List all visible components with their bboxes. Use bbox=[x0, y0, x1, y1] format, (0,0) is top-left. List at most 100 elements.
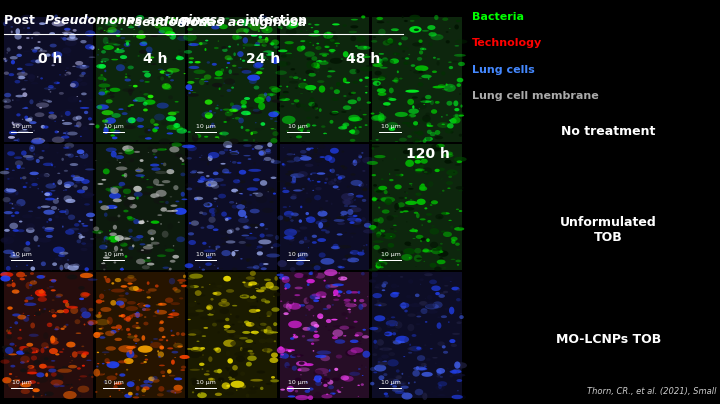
Ellipse shape bbox=[14, 211, 19, 214]
Ellipse shape bbox=[253, 32, 259, 38]
Ellipse shape bbox=[199, 267, 200, 268]
Ellipse shape bbox=[63, 254, 66, 256]
Ellipse shape bbox=[202, 119, 203, 120]
Ellipse shape bbox=[362, 375, 364, 376]
Ellipse shape bbox=[431, 225, 435, 227]
Ellipse shape bbox=[220, 184, 226, 186]
Ellipse shape bbox=[372, 158, 374, 160]
Ellipse shape bbox=[190, 171, 196, 174]
Ellipse shape bbox=[416, 347, 421, 350]
Ellipse shape bbox=[399, 197, 404, 199]
Ellipse shape bbox=[417, 199, 426, 205]
Ellipse shape bbox=[31, 37, 33, 39]
Ellipse shape bbox=[342, 166, 347, 170]
Ellipse shape bbox=[128, 89, 133, 92]
Ellipse shape bbox=[317, 181, 320, 183]
Ellipse shape bbox=[424, 137, 433, 141]
Ellipse shape bbox=[408, 114, 416, 118]
Ellipse shape bbox=[413, 121, 418, 126]
Ellipse shape bbox=[78, 85, 81, 86]
Ellipse shape bbox=[382, 160, 384, 161]
Ellipse shape bbox=[52, 137, 65, 143]
Ellipse shape bbox=[387, 318, 390, 321]
Ellipse shape bbox=[422, 118, 431, 124]
Ellipse shape bbox=[51, 164, 53, 165]
Ellipse shape bbox=[325, 283, 331, 287]
Ellipse shape bbox=[41, 289, 43, 291]
Ellipse shape bbox=[317, 148, 318, 149]
Ellipse shape bbox=[210, 124, 216, 127]
Ellipse shape bbox=[269, 286, 279, 290]
Ellipse shape bbox=[437, 35, 441, 36]
Ellipse shape bbox=[63, 190, 65, 191]
Ellipse shape bbox=[107, 375, 117, 381]
Ellipse shape bbox=[312, 235, 317, 238]
Ellipse shape bbox=[382, 252, 389, 257]
Ellipse shape bbox=[184, 34, 197, 41]
Ellipse shape bbox=[161, 121, 167, 125]
Ellipse shape bbox=[121, 48, 124, 49]
Ellipse shape bbox=[9, 73, 14, 76]
Ellipse shape bbox=[246, 244, 251, 246]
Ellipse shape bbox=[315, 65, 320, 69]
Ellipse shape bbox=[106, 246, 107, 247]
Ellipse shape bbox=[75, 319, 81, 324]
Ellipse shape bbox=[156, 171, 167, 174]
Ellipse shape bbox=[343, 299, 351, 302]
Ellipse shape bbox=[166, 128, 168, 129]
Ellipse shape bbox=[157, 350, 159, 353]
Ellipse shape bbox=[96, 319, 109, 325]
Ellipse shape bbox=[313, 299, 319, 302]
Ellipse shape bbox=[355, 158, 361, 163]
Ellipse shape bbox=[333, 295, 336, 296]
Ellipse shape bbox=[181, 332, 185, 336]
Ellipse shape bbox=[299, 304, 305, 307]
Text: 10 μm: 10 μm bbox=[197, 124, 216, 129]
Ellipse shape bbox=[215, 136, 219, 138]
Ellipse shape bbox=[307, 326, 317, 332]
Ellipse shape bbox=[139, 91, 142, 93]
Ellipse shape bbox=[135, 288, 143, 292]
Ellipse shape bbox=[128, 229, 132, 233]
Ellipse shape bbox=[264, 300, 270, 303]
Ellipse shape bbox=[150, 221, 159, 224]
Ellipse shape bbox=[459, 190, 463, 191]
Ellipse shape bbox=[362, 351, 370, 358]
Ellipse shape bbox=[402, 16, 404, 18]
Ellipse shape bbox=[382, 283, 386, 288]
Ellipse shape bbox=[315, 116, 319, 119]
Ellipse shape bbox=[221, 238, 224, 240]
Ellipse shape bbox=[261, 286, 269, 290]
Ellipse shape bbox=[171, 360, 175, 365]
Ellipse shape bbox=[354, 304, 356, 305]
Ellipse shape bbox=[140, 80, 144, 82]
Ellipse shape bbox=[116, 324, 122, 329]
Ellipse shape bbox=[100, 205, 109, 210]
Ellipse shape bbox=[13, 379, 20, 382]
Ellipse shape bbox=[102, 179, 107, 181]
Ellipse shape bbox=[405, 90, 419, 93]
Ellipse shape bbox=[189, 285, 199, 288]
Ellipse shape bbox=[229, 79, 232, 81]
Ellipse shape bbox=[304, 236, 307, 240]
Ellipse shape bbox=[11, 31, 13, 34]
Ellipse shape bbox=[65, 209, 69, 215]
Ellipse shape bbox=[241, 200, 247, 205]
Ellipse shape bbox=[114, 207, 117, 208]
Ellipse shape bbox=[282, 116, 295, 124]
Ellipse shape bbox=[60, 267, 63, 269]
Ellipse shape bbox=[251, 331, 259, 334]
Ellipse shape bbox=[4, 93, 12, 97]
Ellipse shape bbox=[55, 374, 63, 381]
Ellipse shape bbox=[57, 198, 59, 199]
Ellipse shape bbox=[222, 109, 230, 111]
Ellipse shape bbox=[127, 117, 136, 123]
Ellipse shape bbox=[441, 72, 446, 76]
Ellipse shape bbox=[351, 236, 354, 238]
Ellipse shape bbox=[118, 241, 119, 242]
Ellipse shape bbox=[387, 275, 391, 277]
Ellipse shape bbox=[157, 214, 162, 216]
Ellipse shape bbox=[305, 51, 315, 57]
Bar bbox=[96, 145, 185, 270]
Ellipse shape bbox=[356, 46, 371, 50]
